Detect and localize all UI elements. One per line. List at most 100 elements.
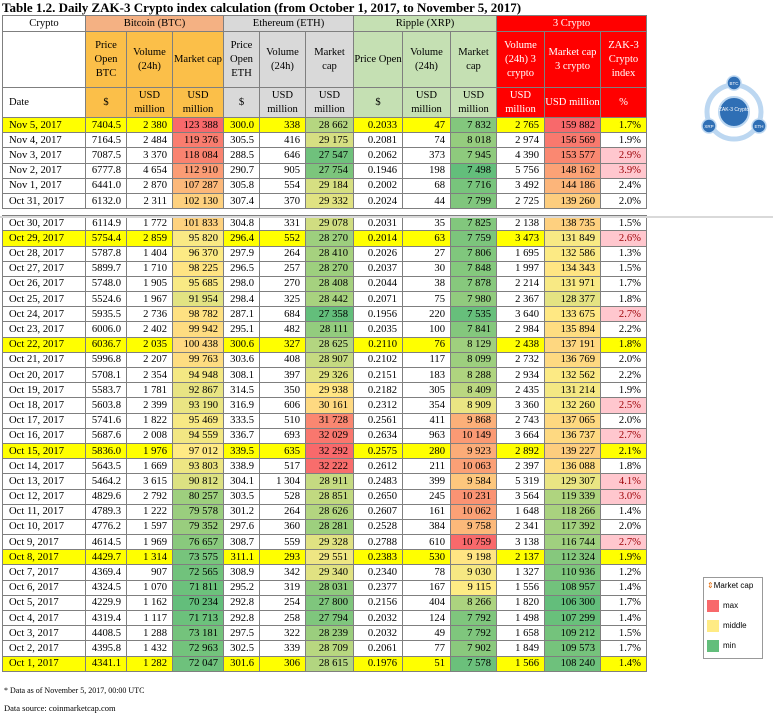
- cell-btc-v: 2 008: [126, 427, 173, 444]
- header-btc-volume: Volume (24h): [126, 31, 173, 88]
- cell-btc-v: 3 615: [126, 473, 173, 490]
- cell-eth-m: 28 408: [305, 275, 354, 293]
- cell-xrp-p: 0.2612: [353, 458, 403, 475]
- cell-z-i: 1.8%: [600, 291, 647, 308]
- cell-z-v: 3 360: [496, 397, 545, 414]
- cell-z-i: 1.5%: [600, 625, 647, 642]
- cell-btc-v: 3 370: [126, 147, 173, 164]
- cell-eth-v: 646: [259, 147, 306, 164]
- cell-xrp-v: 30: [402, 260, 451, 277]
- header-ethereum: Ethereum (ETH): [223, 15, 354, 32]
- cell-eth-v: 370: [259, 192, 306, 210]
- cell-xrp-m: 8 409: [450, 382, 497, 399]
- cell-eth-p: 314.5: [223, 382, 260, 399]
- cell-btc-v: 2 354: [126, 366, 173, 384]
- cell-eth-m: 27 358: [305, 306, 354, 323]
- cell-xrp-v: 75: [402, 291, 451, 308]
- cell-xrp-v: 44: [402, 192, 451, 210]
- date-cell: Oct 19, 2017: [2, 382, 86, 399]
- cell-eth-m: 28 111: [305, 321, 354, 338]
- cell-xrp-v: 117: [402, 351, 451, 369]
- cell-btc-m: 80 257: [172, 488, 224, 505]
- cell-btc-m: 93 803: [172, 458, 224, 475]
- cell-btc-m: 94 559: [172, 427, 224, 444]
- cell-xrp-v: 220: [402, 306, 451, 323]
- cell-btc-m: 79 578: [172, 503, 224, 520]
- cell-btc-v: 1 070: [126, 579, 173, 596]
- cell-eth-p: 308.9: [223, 564, 260, 581]
- cell-btc-m: 98 225: [172, 260, 224, 277]
- cell-z-m: 137 065: [544, 412, 601, 429]
- cell-z-m: 131 214: [544, 382, 601, 399]
- unit-usd-million: USD million: [305, 87, 354, 118]
- cell-z-v: 1 566: [496, 655, 545, 672]
- cell-z-m: 119 339: [544, 488, 601, 505]
- zak3-index-table: Crypto Bitcoin (BTC) Ethereum (ETH) Ripp…: [2, 15, 647, 672]
- cell-eth-m: 28 662: [305, 116, 354, 134]
- logo-center: [718, 96, 750, 128]
- cell-xrp-v: 47: [402, 116, 451, 134]
- cell-xrp-p: 0.2037: [353, 260, 403, 277]
- cell-xrp-v: 183: [402, 366, 451, 384]
- cell-z-m: 109 212: [544, 625, 601, 642]
- cell-eth-m: 28 626: [305, 503, 354, 520]
- cell-eth-v: 257: [259, 260, 306, 277]
- cell-z-i: 1.7%: [600, 594, 647, 612]
- cell-btc-m: 118 084: [172, 147, 224, 164]
- cell-z-v: 5 319: [496, 473, 545, 490]
- cell-xrp-m: 7 792: [450, 625, 497, 642]
- cell-btc-v: 1 967: [126, 291, 173, 308]
- cell-btc-v: 2 035: [126, 336, 173, 353]
- table-row: Oct 28, 2017 5787.8 1 404 96 370 297.9 264 28 …: [2, 245, 647, 262]
- cell-z-v: 2 765: [496, 116, 545, 134]
- cell-btc-m: 92 867: [172, 382, 224, 399]
- date-cell: Oct 8, 2017: [2, 549, 86, 566]
- cell-xrp-m: 7 806: [450, 245, 497, 262]
- table-row: Nov 2, 2017 6777.8 4 654 112 910 290.7 905 27 …: [2, 162, 647, 179]
- cell-btc-p: 6036.7: [85, 336, 127, 353]
- table-row: Oct 11, 2017 4789.3 1 222 79 578 301.2 264 28 …: [2, 503, 647, 520]
- table-row: Nov 3, 2017 7087.5 3 370 118 084 288.5 646 27 …: [2, 147, 647, 164]
- cell-z-m: 129 307: [544, 473, 601, 490]
- cell-z-v: 2 934: [496, 366, 545, 384]
- cell-xrp-p: 0.1956: [353, 306, 403, 323]
- cell-btc-p: 4429.7: [85, 549, 127, 566]
- cell-z-m: 131 849: [544, 230, 601, 247]
- legend-label-max: max: [723, 601, 739, 610]
- logo-btc-text: BTC: [730, 81, 740, 86]
- cell-z-m: 139 227: [544, 442, 601, 460]
- cell-xrp-p: 0.2026: [353, 245, 403, 262]
- cell-z-v: 1 820: [496, 594, 545, 612]
- cell-btc-v: 4 654: [126, 162, 173, 179]
- cell-btc-p: 5643.5: [85, 458, 127, 475]
- cell-eth-m: 29 551: [305, 549, 354, 566]
- date-cell: Oct 26, 2017: [2, 275, 86, 293]
- cell-xrp-p: 0.2340: [353, 564, 403, 581]
- cell-z-v: 1 556: [496, 579, 545, 596]
- cell-z-i: 1.4%: [600, 655, 647, 672]
- cell-eth-v: 270: [259, 275, 306, 293]
- table-row: Oct 14, 2017 5643.5 1 669 93 803 338.9 517 32 …: [2, 458, 647, 475]
- table-row: Oct 1, 2017 4341.1 1 282 72 047 301.6 306 28 6…: [2, 655, 647, 672]
- cell-z-m: 108 957: [544, 579, 601, 596]
- legend-item-middle: middle: [707, 620, 759, 633]
- gap-cell: [3, 209, 647, 216]
- table-row: Oct 2, 2017 4395.8 1 432 72 963 302.5 339 28 7…: [2, 640, 647, 657]
- table-row: Oct 26, 2017 5748.0 1 905 95 685 298.0 270 28 …: [2, 275, 647, 293]
- legend-item-max: max: [707, 600, 759, 613]
- logo-eth-node: [751, 118, 767, 134]
- logo-center-text: ZAK-3 Crypto: [719, 107, 750, 113]
- cell-z-v: 3 492: [496, 177, 545, 194]
- cell-z-m: 109 573: [544, 640, 601, 657]
- cell-xrp-v: 51: [402, 655, 451, 672]
- cell-eth-m: 29 078: [305, 215, 354, 232]
- cell-eth-v: 293: [259, 549, 306, 566]
- cell-z-i: 2.7%: [600, 306, 647, 323]
- cell-z-i: 4.1%: [600, 473, 647, 490]
- date-cell: Nov 5, 2017: [2, 116, 86, 134]
- cell-z-i: 2.0%: [600, 518, 647, 536]
- cell-eth-v: 264: [259, 503, 306, 520]
- cell-xrp-p: 0.2156: [353, 594, 403, 612]
- cell-eth-m: 29 184: [305, 177, 354, 194]
- cell-xrp-v: 78: [402, 564, 451, 581]
